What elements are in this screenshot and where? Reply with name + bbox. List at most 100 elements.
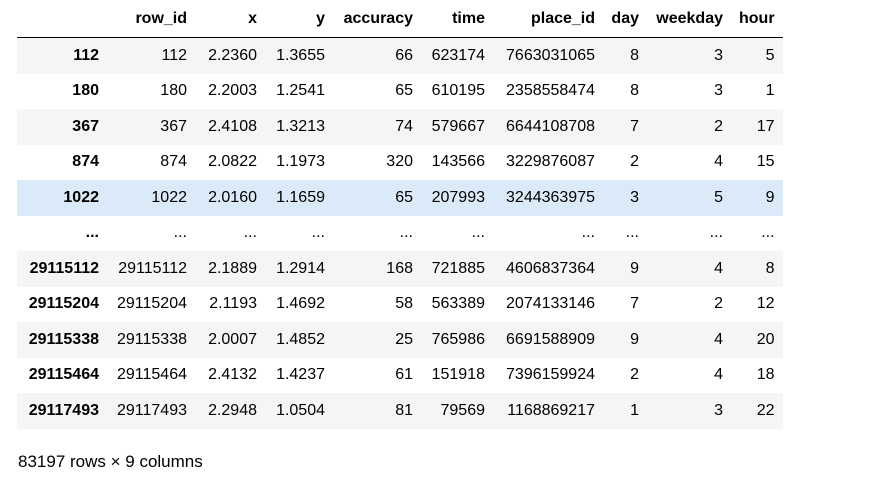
table-row: 112 112 2.2360 1.3655 66 623174 7663031065 8 3 5 xyxy=(17,37,783,74)
cell-hour: 12 xyxy=(756,295,775,313)
column-header-hour: hour xyxy=(731,1,783,38)
cell-y: 1.4692 xyxy=(276,295,325,313)
cell-x: 2.4132 xyxy=(208,366,257,384)
cell-x: 2.1889 xyxy=(208,259,257,277)
row-index: 29115204 xyxy=(28,295,99,313)
cell-hour: 15 xyxy=(756,153,775,171)
shape-summary: 83197 rows × 9 columns xyxy=(18,452,203,471)
cell-weekday: 3 xyxy=(714,46,723,64)
row-index: 1022 xyxy=(63,188,99,206)
cell-y: 1.1973 xyxy=(276,153,325,171)
cell-y: 1.2541 xyxy=(276,82,325,100)
cell-x: 2.2360 xyxy=(208,46,257,64)
row-index: ... xyxy=(85,224,99,242)
cell-day: 2 xyxy=(630,153,639,171)
cell-day: 9 xyxy=(630,330,639,348)
column-header-place-id: place_id xyxy=(493,1,603,38)
cell-day: 8 xyxy=(630,82,639,100)
cell-x: 2.1193 xyxy=(209,295,257,313)
cell-weekday: 2 xyxy=(714,295,723,313)
cell-time: 721885 xyxy=(431,259,485,277)
cell-x: 2.4108 xyxy=(208,117,257,135)
cell-row-id: 29115338 xyxy=(117,330,187,348)
row-index: 180 xyxy=(72,82,99,100)
cell-x: ... xyxy=(243,224,257,242)
cell-hour: ... xyxy=(761,224,775,242)
cell-accuracy: 320 xyxy=(386,153,413,171)
table-body: 112 112 2.2360 1.3655 66 623174 7663031065 8 3 5 1… xyxy=(17,37,783,429)
cell-time: 563389 xyxy=(431,295,485,313)
cell-hour: 5 xyxy=(765,46,775,64)
cell-hour: 20 xyxy=(756,330,775,348)
cell-time: 207993 xyxy=(431,188,485,206)
table-row: 874 874 2.0822 1.1973 320 143566 3229876087 2 4 1… xyxy=(17,144,783,180)
cell-place-id: 2358558474 xyxy=(506,82,595,100)
cell-place-id: 6691588909 xyxy=(506,330,595,348)
cell-day: 7 xyxy=(630,117,639,135)
table-row: 29115338 29115338 2.0007 1.4852 25 765986 6691… xyxy=(17,322,783,358)
cell-hour: 9 xyxy=(765,188,775,206)
cell-x: 2.2003 xyxy=(208,82,257,100)
cell-row-id: 29115464 xyxy=(117,366,187,384)
cell-weekday: 4 xyxy=(714,153,723,171)
cell-x: 2.0160 xyxy=(208,188,257,206)
column-header-weekday: weekday xyxy=(647,1,731,38)
cell-place-id: 2074133146 xyxy=(506,295,595,313)
ellipsis-row: .............................. xyxy=(17,215,783,251)
cell-weekday: 4 xyxy=(714,366,723,384)
cell-y: 1.2914 xyxy=(276,259,325,277)
cell-y: ... xyxy=(311,224,325,242)
cell-accuracy: 74 xyxy=(395,117,413,135)
cell-day: ... xyxy=(625,224,639,242)
cell-weekday: 4 xyxy=(714,330,723,348)
cell-x: 2.0007 xyxy=(208,330,257,348)
column-header-y: y xyxy=(265,1,333,38)
column-header-day: day xyxy=(603,1,647,38)
cell-row-id: ... xyxy=(173,224,187,242)
cell-place-id: 7396159924 xyxy=(506,366,595,384)
cell-row-id: 1022 xyxy=(151,188,187,206)
cell-row-id: 112 xyxy=(161,46,187,64)
column-header-time: time xyxy=(421,1,493,38)
table-row: 180 180 2.2003 1.2541 65 610195 2358558474 8 3 1 xyxy=(17,73,783,109)
cell-y: 1.3655 xyxy=(276,46,325,64)
cell-place-id: 4606837364 xyxy=(506,259,595,277)
cell-time: 623174 xyxy=(431,46,485,64)
row-index: 29115112 xyxy=(29,259,99,277)
dataframe-output: row_id x y accuracy time place_id day weekday ho… xyxy=(17,1,783,429)
row-index: 29117493 xyxy=(28,401,99,419)
cell-accuracy: 65 xyxy=(395,82,413,100)
cell-x: 2.2948 xyxy=(208,401,257,419)
cell-place-id: 3244363975 xyxy=(506,188,595,206)
cell-time: 79569 xyxy=(440,401,486,419)
cell-accuracy: 25 xyxy=(395,330,413,348)
column-header-accuracy: accuracy xyxy=(333,1,421,38)
cell-time: 143566 xyxy=(431,153,485,171)
cell-hour: 22 xyxy=(756,401,775,419)
row-index: 29115464 xyxy=(28,366,99,384)
cell-day: 2 xyxy=(630,366,639,384)
cell-time: 610195 xyxy=(431,82,485,100)
cell-day: 9 xyxy=(630,259,639,277)
cell-weekday: ... xyxy=(709,224,723,242)
table-row: 1022 1022 2.0160 1.1659 65 207993 3244363975 3 5… xyxy=(17,180,783,216)
cell-row-id: 29115204 xyxy=(117,295,187,313)
cell-accuracy: ... xyxy=(399,224,413,242)
cell-row-id: 29115112 xyxy=(118,259,187,277)
cell-time: 765986 xyxy=(431,330,485,348)
cell-time: 579667 xyxy=(431,117,485,135)
cell-hour: 17 xyxy=(756,117,775,135)
cell-place-id: 7663031065 xyxy=(506,46,595,64)
row-index: 112 xyxy=(73,46,99,64)
cell-time: ... xyxy=(471,224,485,242)
cell-accuracy: 168 xyxy=(386,259,413,277)
table-row: 29115464 29115464 2.4132 1.4237 61 151918 7396… xyxy=(17,357,783,393)
cell-day: 7 xyxy=(630,295,639,313)
cell-y: 1.1659 xyxy=(276,188,325,206)
cell-y: 1.0504 xyxy=(276,401,325,419)
dataframe-table: row_id x y accuracy time place_id day weekday ho… xyxy=(17,1,783,429)
cell-hour: 8 xyxy=(765,259,775,277)
cell-place-id: ... xyxy=(581,224,595,242)
cell-place-id: 1168869217 xyxy=(507,401,595,419)
row-index: 874 xyxy=(72,153,99,171)
